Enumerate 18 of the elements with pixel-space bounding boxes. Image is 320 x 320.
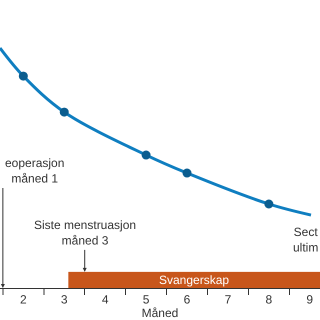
point [182, 168, 192, 178]
annotation: Sect ultim [293, 225, 318, 255]
x-axis-title: Måned [142, 306, 178, 320]
point [142, 150, 151, 160]
x-tick-label: 8 [266, 292, 273, 306]
point [18, 72, 28, 81]
ref-line-label: eoperasjon måned 1 [5, 156, 64, 186]
point [264, 200, 274, 208]
annotation: Siste menstruasjon måned 3 [34, 218, 136, 248]
point [60, 108, 69, 117]
x-tick-label: 4 [102, 292, 109, 306]
x-tick-label: 6 [184, 292, 191, 306]
x-tick-label: 3 [60, 292, 68, 306]
x-tick-label: 5 [142, 292, 150, 306]
x-tick-label: 9 [306, 292, 314, 306]
band-label: Svangerskap [159, 273, 230, 287]
x-tick-label: 7 [224, 292, 232, 306]
x-tick-label: 2 [20, 292, 27, 306]
